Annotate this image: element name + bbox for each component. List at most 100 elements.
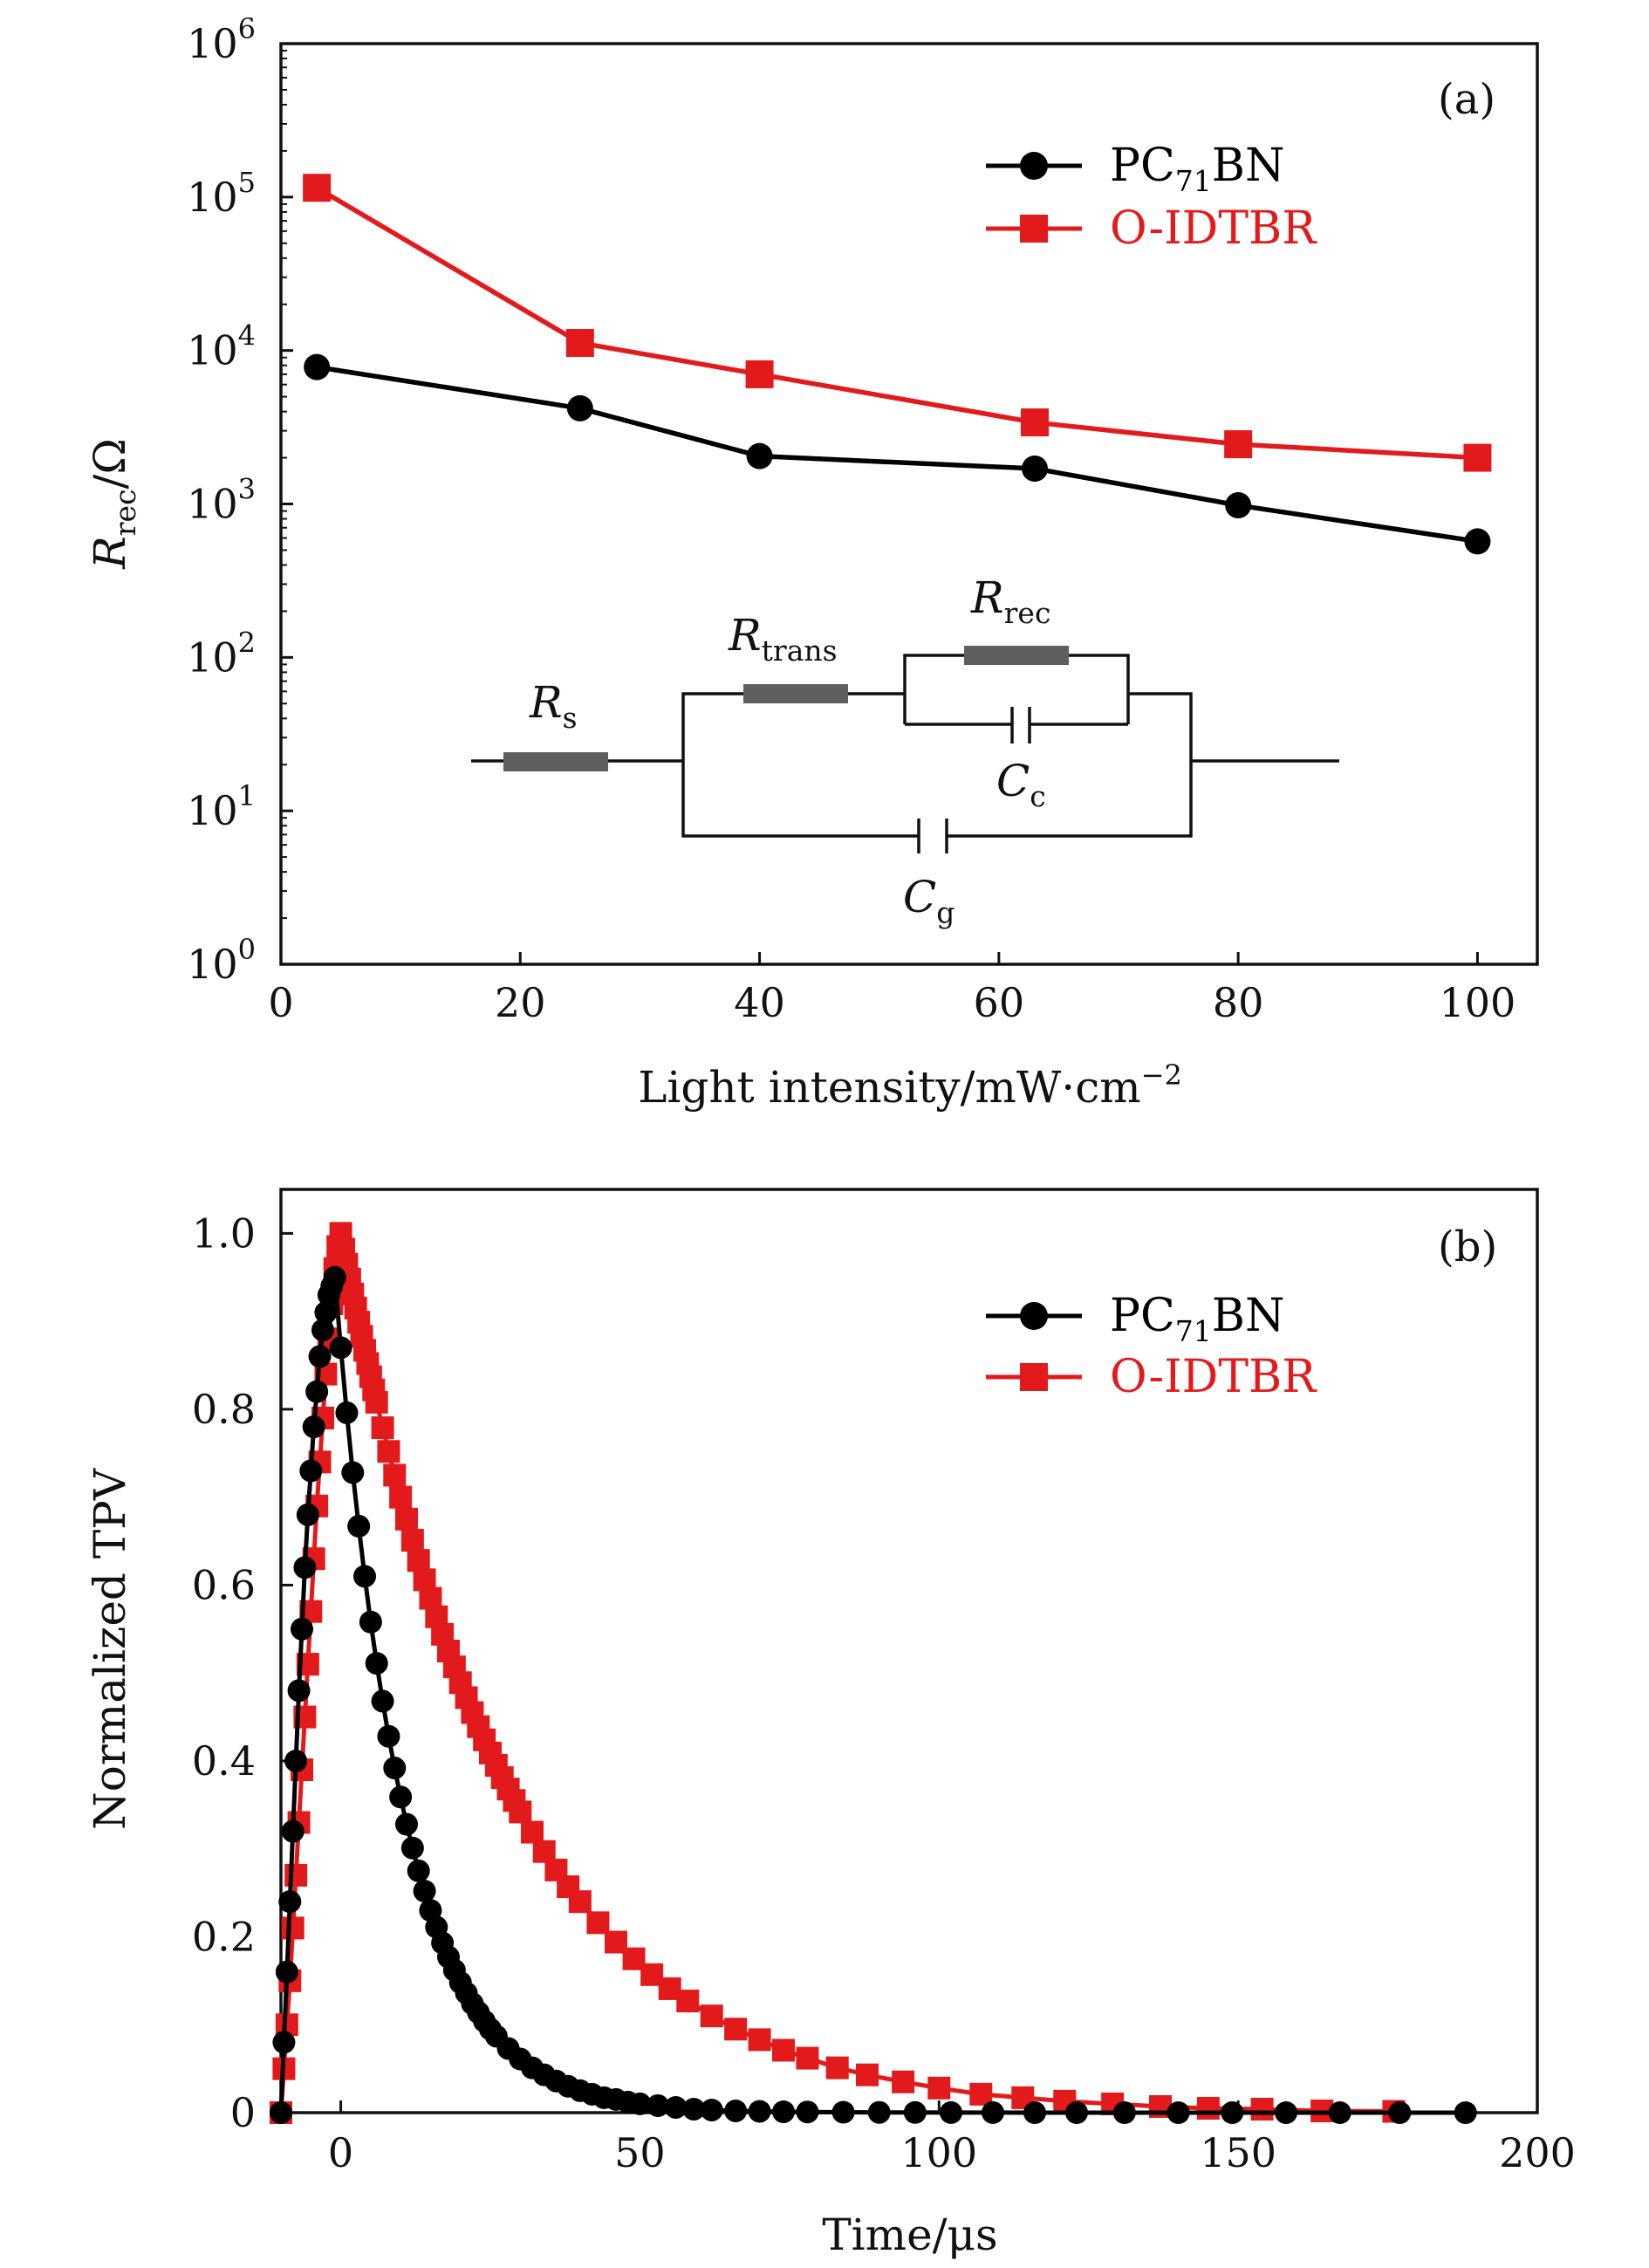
data-point-oidtbr [825, 2056, 849, 2080]
data-point-pc71bn [628, 2092, 652, 2115]
data-point-pc71bn [1022, 455, 1048, 482]
legend-entry-o-idtbr: O-IDTBR [986, 1351, 1317, 1403]
data-point-pc71bn [831, 2100, 855, 2124]
resistor-rrec [964, 646, 1069, 665]
data-point-oidtbr [509, 1800, 532, 1824]
y-tick-label: 0 [230, 2089, 256, 2136]
circuit-wire-branch-top [681, 692, 905, 761]
legend-marker [1020, 1302, 1048, 1330]
data-point-pc71bn [700, 2098, 723, 2121]
data-point-oidtbr [969, 2082, 993, 2106]
x-tick-label: 200 [1499, 2129, 1576, 2176]
data-point-pc71bn [287, 1679, 311, 1703]
legend-marker [1020, 215, 1048, 243]
data-point-pc71bn [314, 1301, 338, 1325]
data-point-pc71bn [772, 2100, 795, 2123]
y-tick-label: 103 [187, 473, 256, 528]
panel-b-ticks: 0 50 100 150 200 0 0.2 0.4 0.6 0.8 1.0 [192, 1209, 1576, 2176]
data-point-pc71bn [291, 1617, 313, 1641]
data-point-oidtbr [400, 1529, 424, 1552]
x-tick-label: 100 [1440, 979, 1516, 1026]
resistor-rtrans [743, 684, 848, 703]
data-point-pc71bn [1221, 2101, 1244, 2124]
data-point-oidtbr [371, 1416, 394, 1440]
data-point-pc71bn [1454, 2101, 1477, 2124]
series-line-pc71bn [316, 364, 1478, 545]
legend-label: PC71BN [1110, 140, 1285, 198]
data-point-pc71bn [682, 2097, 706, 2121]
data-point-pc71bn [1065, 2101, 1088, 2124]
data-point-oidtbr [676, 1990, 700, 2013]
legend-entry-o-idtbr: O-IDTBR [986, 202, 1317, 255]
data-point-oidtbr [377, 1440, 400, 1463]
panel-a-x-axis-title: Light intensity/mW·cm−2 [638, 1059, 1182, 1113]
data-point-oidtbr [892, 2070, 915, 2093]
data-point-pc71bn [293, 1556, 317, 1579]
data-point-pc71bn [308, 1345, 332, 1368]
data-point-oidtbr [724, 2018, 748, 2041]
data-point-pc71bn [1112, 2101, 1136, 2124]
x-tick-label: 0 [328, 2129, 353, 2176]
data-point-pc71bn [389, 1785, 413, 1809]
data-point-pc71bn [1388, 2101, 1412, 2124]
data-point-oidtbr [303, 174, 332, 202]
panel-a-legend: PC71BN O-IDTBR [986, 140, 1317, 255]
data-point-pc71bn [275, 1960, 298, 1984]
data-point-oidtbr [568, 1890, 592, 1914]
data-point-pc71bn [395, 1812, 418, 1836]
data-point-pc71bn [724, 2099, 748, 2122]
data-point-pc71bn [365, 1652, 388, 1675]
data-point-pc71bn [281, 1819, 304, 1843]
data-point-pc71bn [383, 1757, 407, 1780]
data-point-oidtbr [281, 1916, 304, 1940]
data-point-pc71bn [746, 442, 773, 469]
y-tick-label: 0.4 [192, 1737, 256, 1785]
data-point-oidtbr [565, 329, 594, 358]
circuit-label-cg: Cg [903, 872, 955, 929]
legend-marker [1020, 152, 1048, 180]
data-point-pc71bn [982, 2100, 1004, 2124]
legend-label: O-IDTBR [1110, 202, 1317, 255]
data-point-pc71bn [867, 2100, 891, 2124]
data-point-pc71bn [1328, 2101, 1351, 2124]
circuit-label-rs: Rs [529, 677, 578, 735]
data-point-oidtbr [1250, 2097, 1274, 2121]
data-point-pc71bn [278, 1890, 302, 1914]
data-point-pc71bn [270, 2101, 292, 2124]
data-point-oidtbr [365, 1390, 388, 1414]
data-point-oidtbr [1021, 408, 1049, 437]
panel-b-chart: (b) 0 50 100 150 200 0 0.2 0.4 0.6 0.8 1.0 PC71BN … [85, 1188, 1576, 2260]
legend-marker [1020, 1363, 1048, 1391]
data-point-pc71bn [1023, 2101, 1046, 2124]
x-tick-label: 80 [1213, 979, 1264, 1026]
data-point-oidtbr [586, 1911, 610, 1935]
data-point-pc71bn [347, 1514, 371, 1538]
panel-a-series [303, 174, 1492, 555]
data-point-oidtbr [700, 2004, 723, 2028]
data-point-pc71bn [353, 1565, 376, 1588]
y-tick-label: 101 [187, 779, 256, 834]
data-point-pc71bn [413, 1880, 436, 1903]
panel-a-ticks: 0 20 40 60 80 100 100 101 102 103 104 105 106 [187, 12, 1516, 1026]
y-tick-label: 0.2 [192, 1913, 256, 1960]
data-point-pc71bn [1275, 2101, 1297, 2124]
x-tick-label: 100 [900, 2129, 977, 2176]
x-tick-label: 40 [734, 979, 785, 1026]
data-point-pc71bn [400, 1836, 424, 1860]
y-tick-label: 102 [187, 626, 256, 681]
data-point-pc71bn [299, 1459, 323, 1483]
data-point-oidtbr [1196, 2096, 1220, 2120]
data-point-pc71bn [284, 1749, 308, 1772]
data-point-pc71bn [335, 1401, 359, 1424]
data-point-oidtbr [927, 2076, 951, 2100]
y-tick-label: 104 [187, 319, 256, 374]
x-tick-label: 0 [268, 979, 293, 1026]
data-point-oidtbr [521, 1820, 544, 1844]
data-point-pc71bn [796, 2100, 819, 2124]
data-point-oidtbr [796, 2046, 819, 2070]
panel-b-x-axis-title: Time/μs [822, 2210, 997, 2260]
equivalent-circuit-diagram [471, 646, 1339, 853]
panel-a-chart: (a) 0 20 40 60 80 100 100 101 102 103 104 105 106 PC… [85, 12, 1539, 1113]
circuit-wire-branch-bottom [681, 761, 919, 838]
